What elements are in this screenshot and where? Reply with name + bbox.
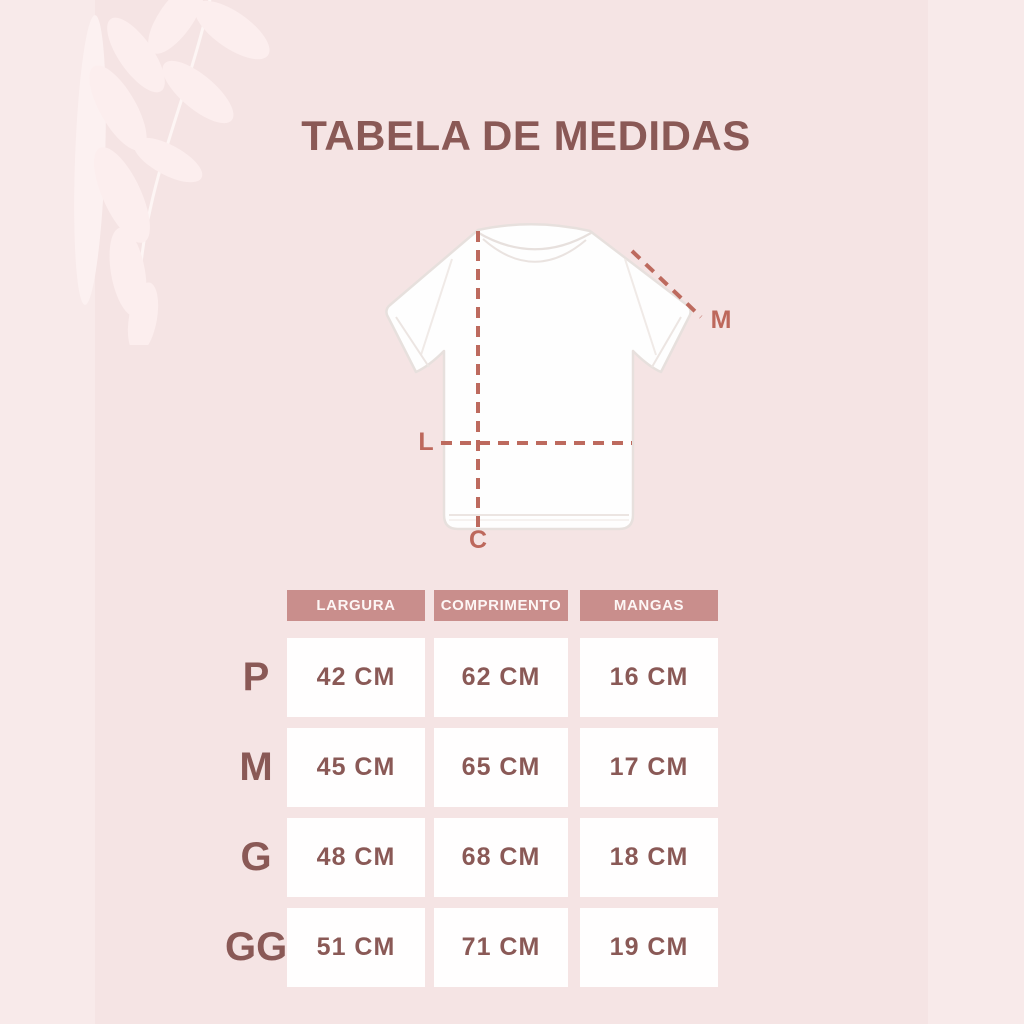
cell-g-mangas: 18 CM [580, 818, 718, 897]
cell-gg-mangas: 19 CM [580, 908, 718, 987]
measurements-table: LARGURA COMPRIMENTO MANGAS P 42 CM 62 CM… [225, 588, 722, 988]
column-header-largura: LARGURA [287, 590, 425, 621]
column-header-mangas: MANGAS [580, 590, 718, 621]
column-header-comprimento: COMPRIMENTO [434, 590, 568, 621]
size-label-gg: GG [225, 925, 288, 969]
cell-p-mangas: 16 CM [580, 638, 718, 717]
cell-g-largura: 48 CM [287, 818, 425, 897]
size-label-p: P [242, 655, 270, 699]
size-label-m: M [239, 745, 273, 789]
cell-m-mangas: 17 CM [580, 728, 718, 807]
cell-gg-largura: 51 CM [287, 908, 425, 987]
page-title: TABELA DE MEDIDAS [301, 112, 751, 159]
mangas-dashed-line [630, 249, 703, 319]
right-background-band [928, 0, 1024, 1024]
cell-p-comprimento: 62 CM [434, 638, 568, 717]
comprimento-line-label: C [468, 526, 488, 554]
cell-m-largura: 45 CM [287, 728, 425, 807]
cell-gg-comprimento: 71 CM [434, 908, 568, 987]
cell-p-largura: 42 CM [287, 638, 425, 717]
tshirt-silhouette [385, 223, 692, 531]
tshirt-measurement-diagram [385, 223, 703, 531]
leaf-branch-decoration [74, 0, 270, 345]
size-label-g: G [240, 835, 272, 879]
cell-g-comprimento: 68 CM [434, 818, 568, 897]
mangas-line-label: M [710, 306, 732, 334]
cell-m-comprimento: 65 CM [434, 728, 568, 807]
largura-line-label: L [418, 428, 434, 456]
